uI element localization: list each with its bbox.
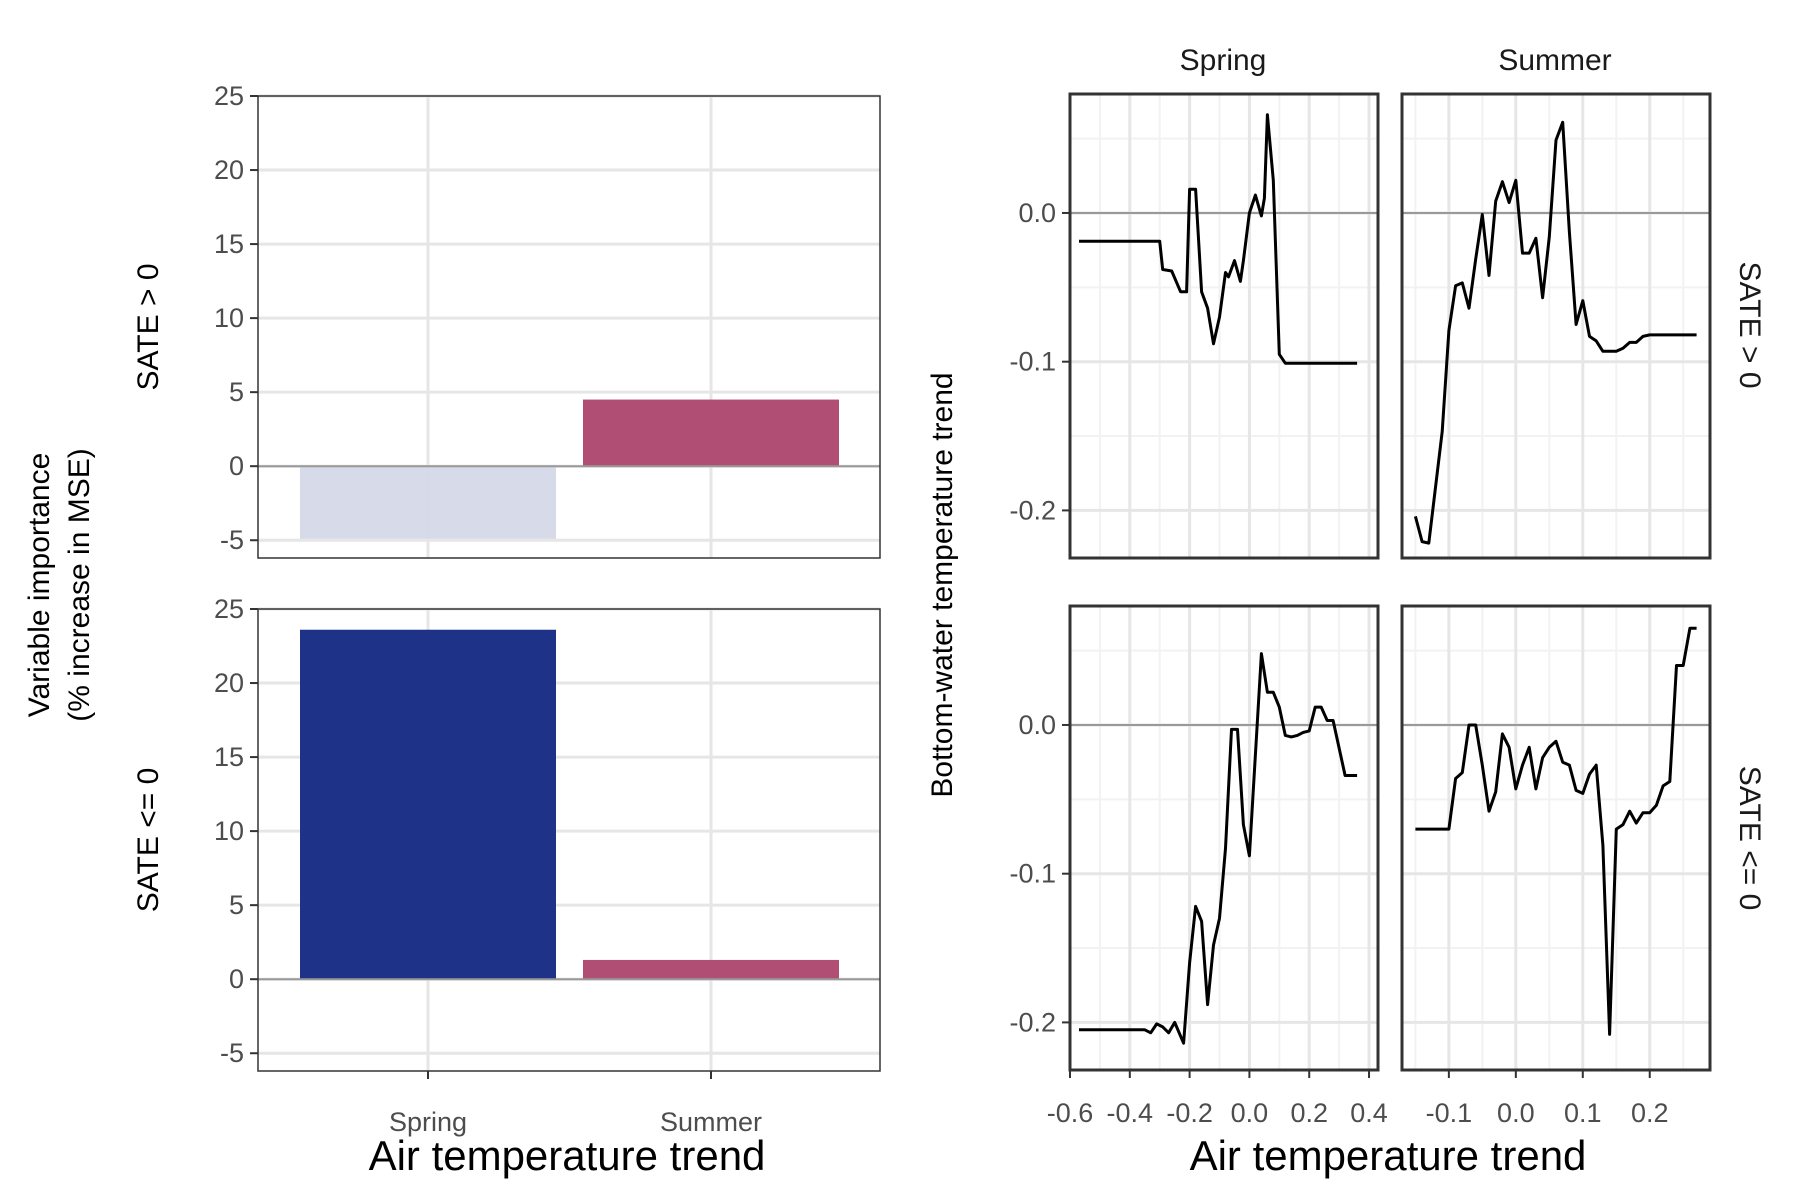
x-tick-label: -0.2 <box>1166 1098 1213 1128</box>
y-tick-label: -5 <box>220 525 244 555</box>
x-tick-label: -0.1 <box>1426 1098 1473 1128</box>
row-strip-sate-positive: SATE > 0 <box>1733 261 1766 388</box>
partial-dependence-panels: -0.2 -0.1 0.0 -0.2 -0.1 0.0 -0.6 -0.4 -0.2 0.0 0.2… <box>1009 92 1712 1128</box>
partial-panel-2-spring: -0.2 -0.1 0.0 -0.6 -0.4 -0.2 0.0 0.2 0.4 <box>1009 604 1388 1128</box>
panel-frame <box>1400 604 1712 1072</box>
y-tick-label: 5 <box>229 377 244 407</box>
x-tick-label: 0.0 <box>1497 1098 1535 1128</box>
importance-panel-1: -5 0 5 10 15 20 25 SATE > 0 <box>132 81 881 559</box>
bar-spring <box>300 466 556 539</box>
x-tick-label: 0.4 <box>1350 1098 1388 1128</box>
row-strip-sate-nonpositive: SATE <= 0 <box>1733 766 1766 911</box>
y-tick-label: 20 <box>214 668 244 698</box>
partial-dependence-line <box>1079 113 1358 365</box>
y-tick-label: 0.0 <box>1018 710 1056 740</box>
importance-bar-panels: -5 0 5 10 15 20 25 SATE > 0 -5 0 5 10 15 20 25 SATE <= … <box>132 81 881 1137</box>
partial-dependence-line <box>1079 652 1358 1045</box>
bar-summer <box>583 399 839 467</box>
x-tick-label: Spring <box>389 1107 467 1137</box>
y-tick-label: 25 <box>214 81 244 111</box>
bar-summer <box>583 959 839 980</box>
y-tick-label: 20 <box>214 155 244 185</box>
y-tick-label: 15 <box>214 742 244 772</box>
importance-y-title-line1: Variable importance <box>23 453 56 718</box>
partial-x-title: Air temperature trend <box>1190 1132 1587 1179</box>
x-tick-label: -0.6 <box>1047 1098 1094 1128</box>
partial-panel-1-spring: -0.2 -0.1 0.0 <box>1009 92 1380 560</box>
y-tick-label: 25 <box>214 594 244 624</box>
y-tick-label: 0 <box>229 964 244 994</box>
partial-dependence-line <box>1415 626 1697 1036</box>
col-strip-summer: Summer <box>1498 44 1611 77</box>
panel-frame <box>1068 604 1380 1072</box>
x-tick-label: 0.2 <box>1631 1098 1669 1128</box>
x-tick-label: Summer <box>660 1107 762 1137</box>
panel-frame <box>1400 92 1712 560</box>
y-tick-label: 0 <box>229 451 244 481</box>
x-tick-label: 0.2 <box>1290 1098 1328 1128</box>
importance-panel-2: -5 0 5 10 15 20 25 SATE <= 0 Spring Summer <box>132 594 881 1137</box>
x-tick-label: 0.1 <box>1564 1098 1602 1128</box>
panel-frame <box>257 95 881 559</box>
importance-x-title: Air temperature trend <box>369 1132 766 1179</box>
y-tick-label: 10 <box>214 303 244 333</box>
partial-dependence-line <box>1413 120 1697 545</box>
panel-frame <box>1068 92 1380 560</box>
y-tick-label: -0.2 <box>1009 1007 1056 1037</box>
importance-row-label: SATE <= 0 <box>132 768 165 913</box>
partial-y-title: Bottom-water temperature trend <box>926 372 959 797</box>
y-tick-label: 15 <box>214 229 244 259</box>
partial-panel-1-summer <box>1400 92 1712 560</box>
y-tick-label: 0.0 <box>1018 198 1056 228</box>
panel-frame <box>257 608 881 1072</box>
y-tick-label: 10 <box>214 816 244 846</box>
importance-y-title-line2: (% increase in MSE) <box>63 448 96 721</box>
y-tick-label: -5 <box>220 1038 244 1068</box>
x-tick-label: 0.0 <box>1231 1098 1269 1128</box>
y-tick-label: 5 <box>229 890 244 920</box>
y-tick-label: -0.2 <box>1009 495 1056 525</box>
x-tick-label: -0.4 <box>1107 1098 1154 1128</box>
bar-spring <box>300 629 556 980</box>
partial-panel-2-summer: -0.1 0.0 0.1 0.2 <box>1400 604 1712 1128</box>
y-tick-label: -0.1 <box>1009 347 1056 377</box>
y-tick-label: -0.1 <box>1009 859 1056 889</box>
importance-row-label: SATE > 0 <box>132 263 165 390</box>
col-strip-spring: Spring <box>1180 44 1267 77</box>
